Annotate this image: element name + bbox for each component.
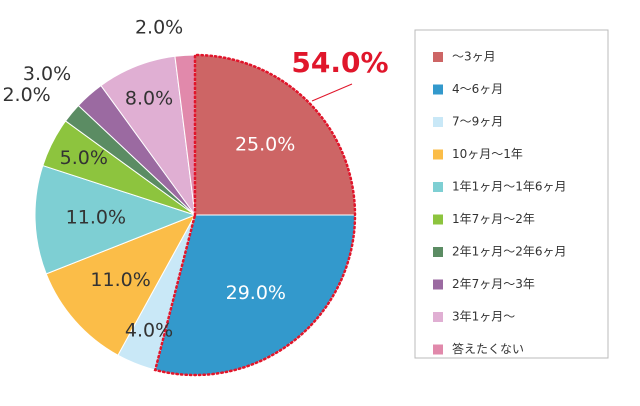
legend-swatch [433,84,443,95]
slice-label: 2.0% [135,17,183,39]
legend-swatch [433,52,443,62]
legend-text: 10ヶ月～1年 [452,147,523,161]
legend-text: 1年7ヶ月～2年 [452,212,535,226]
legend-swatch [433,247,443,257]
legend-text: 1年1ヶ月～1年6ヶ月 [452,180,567,194]
legend-swatch [433,312,443,322]
slice-label: 25.0% [235,133,295,155]
pie-slice [34,164,197,275]
slice-label: 8.0% [125,87,173,109]
legend-text: 4～6ヶ月 [452,82,503,96]
slice-label: 3.0% [23,63,71,85]
slice-label: 11.0% [66,207,126,229]
legend-swatch [433,344,443,355]
annotation: 54.0% [291,46,388,79]
legend-swatch [433,182,443,192]
legend-swatch [433,149,443,160]
legend-text: ～3ヶ月 [452,50,496,64]
legend-text: 2年7ヶ月～3年 [452,277,535,291]
slice-label: 4.0% [125,320,173,342]
slice-label: 11.0% [90,269,150,291]
legend-text: 2年1ヶ月～2年6ヶ月 [452,245,567,259]
slice-label: 2.0% [2,84,50,106]
legend-text: 7～9ヶ月 [452,115,503,129]
legend-swatch [433,214,443,225]
legend-swatch [433,279,443,290]
legend-box [414,29,609,359]
legend-text: 答えたくない [452,341,524,356]
highlight-outline [153,53,357,377]
legend-text: 3年1ヶ月～ [452,310,515,324]
slice-label: 29.0% [226,282,286,304]
slice-label: 5.0% [60,147,108,169]
pie-slice [45,214,197,356]
annotation-line [311,83,353,102]
legend-swatch [433,117,443,127]
